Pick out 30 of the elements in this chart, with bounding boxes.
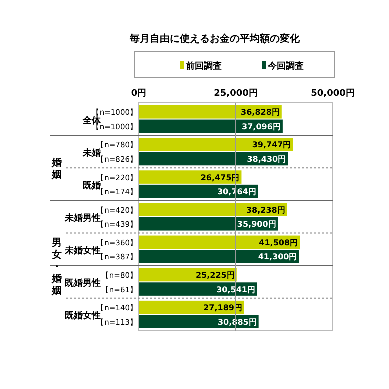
text: 男女・婚姻: [51, 236, 62, 297]
chart-title: 毎月自由に使えるお金の平均額の変化: [129, 33, 301, 45]
y-tick-label: 未婚男性: [64, 213, 101, 224]
bar: [139, 170, 242, 184]
data-label: 25,225円: [196, 271, 235, 280]
bar: [139, 236, 300, 250]
legend-label: 今回調査: [267, 61, 304, 72]
y-tick-label: 既婚女性: [65, 310, 101, 322]
data-label: 36,828円: [241, 108, 280, 118]
bar: [139, 106, 282, 119]
data-label: 41,508円: [259, 238, 298, 248]
bar: [139, 250, 300, 264]
data-label: 39,747円: [252, 140, 292, 150]
data-label: 37,096円: [242, 122, 281, 132]
bar: [139, 203, 288, 216]
data-label: 41,300円: [258, 252, 298, 262]
data-label: 38,430円: [247, 155, 286, 164]
x-tick-label: 0円: [131, 88, 147, 99]
y-tick-label: 未婚女性: [64, 246, 101, 257]
y-tick-label: 既婚男性: [65, 278, 101, 290]
data-label: 35,900円: [237, 220, 276, 230]
y-tick-label: 未婚: [82, 148, 101, 159]
text: 婚姻: [51, 157, 62, 182]
x-tick-label: 25,000円: [214, 88, 258, 99]
data-label: 38,238円: [246, 206, 286, 215]
y-tick-label: 既婚: [83, 180, 101, 192]
bar: [139, 138, 294, 152]
legend-label: 前回調査: [185, 61, 222, 72]
x-tick-label: 50,000円: [311, 88, 355, 99]
bar: [139, 218, 278, 231]
